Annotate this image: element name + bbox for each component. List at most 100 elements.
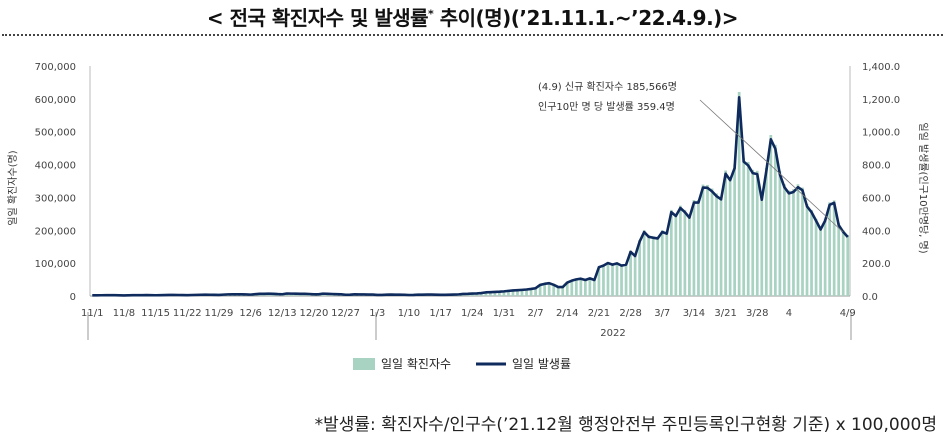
case-bar <box>796 184 800 296</box>
left-tick-label: 300,000 <box>35 193 76 204</box>
case-bar <box>588 277 592 296</box>
left-tick-label: 400,000 <box>35 161 76 172</box>
case-bar <box>746 161 750 296</box>
x-tick-label: 2/7 <box>528 308 544 319</box>
case-bar <box>561 286 565 296</box>
case-bar <box>552 284 556 296</box>
case-bar <box>547 282 551 296</box>
x-tick-label: 4 <box>786 308 792 319</box>
case-bar <box>819 227 822 296</box>
case-bar <box>769 135 773 296</box>
right-tick-label: 800.0 <box>862 161 891 172</box>
case-bar <box>787 190 791 296</box>
peak-annotation: (4.9) 신규 확진자수 185,566명 인구10만 명 당 발생률 359… <box>538 81 844 233</box>
x-tick-label: 3/7 <box>654 308 670 319</box>
case-bar <box>570 280 574 296</box>
case-bar <box>593 279 596 296</box>
case-bar <box>760 197 764 296</box>
x-tick-label: 1/10 <box>398 308 420 319</box>
case-bar <box>846 235 850 296</box>
x-tick-label: 11/1 <box>81 308 103 319</box>
case-bar <box>534 288 537 296</box>
case-bar <box>832 200 836 296</box>
left-tick-label: 200,000 <box>35 226 76 237</box>
x-tick-label: 12/6 <box>239 308 261 319</box>
case-bar <box>701 184 705 296</box>
x-tick-label: 3/21 <box>714 308 736 319</box>
case-bar <box>660 230 664 296</box>
left-tick-label: 700,000 <box>35 62 76 73</box>
case-bar <box>665 231 669 296</box>
case-bar <box>823 218 827 296</box>
case-bar <box>511 290 515 296</box>
x-tick-label: 3/14 <box>683 308 705 319</box>
case-bar <box>493 291 497 296</box>
x-tick-label: 1/17 <box>429 308 451 319</box>
right-tick-label: 0.0 <box>862 292 878 303</box>
case-bar <box>502 291 506 296</box>
chart-title-period: 추이(명)(’21.11.1.~’22.4.9.)> <box>433 6 739 30</box>
footnote: *발생률: 확진자수/인구수(’21.12월 행정안전부 주민등록인구현황 기준… <box>314 415 937 435</box>
case-bar <box>841 230 845 296</box>
case-bar <box>602 264 605 296</box>
case-bar <box>489 292 492 296</box>
case-bar <box>556 286 560 296</box>
x-tick-label: 12/27 <box>331 308 360 319</box>
case-bar <box>719 196 723 296</box>
annotation-leader-line <box>699 99 844 233</box>
case-bar <box>674 213 678 296</box>
case-bar <box>778 171 782 296</box>
case-bar <box>837 223 841 296</box>
title-footnote-mark: * <box>428 7 434 21</box>
case-bar <box>792 189 795 296</box>
case-bar <box>688 215 691 296</box>
right-tick-label: 1,200.0 <box>862 95 900 106</box>
chart-title-main: < 전국 확진자수 및 발생률 <box>206 6 429 30</box>
x-group-label: 2022 <box>600 328 625 339</box>
legend-bar-label: 일일 확진자수 <box>381 357 451 371</box>
case-bar <box>774 144 777 296</box>
case-bar <box>724 170 727 296</box>
x-tick-label: 2/14 <box>556 308 578 319</box>
case-bar <box>755 170 759 296</box>
left-tick-label: 500,000 <box>35 128 76 139</box>
axes-layer <box>87 66 852 340</box>
bar-series-daily-cases <box>90 91 850 296</box>
case-bar <box>706 184 709 296</box>
case-bar <box>683 209 687 296</box>
case-bar <box>647 235 651 296</box>
case-bar <box>669 209 673 296</box>
annotation-line-2: 인구10만 명 당 발생률 359.4명 <box>538 101 675 113</box>
case-bar <box>543 283 546 296</box>
right-tick-label: 600.0 <box>862 193 891 204</box>
case-bar <box>801 187 804 296</box>
case-bar <box>597 266 601 296</box>
case-bar <box>828 202 831 296</box>
case-bar <box>525 289 528 296</box>
x-tick-label: 1/3 <box>369 308 385 319</box>
line-series-daily-rate <box>92 95 849 297</box>
case-bar <box>737 91 741 296</box>
left-axis-title: 일일 확진자수(명) <box>7 150 19 225</box>
case-bar <box>479 292 483 296</box>
right-tick-label: 1,400.0 <box>862 62 900 73</box>
x-tick-label: 11/8 <box>113 308 135 319</box>
case-bar <box>697 200 700 296</box>
chart-title: < 전국 확진자수 및 발생률* 추이(명)(’21.11.1.~’22.4.9… <box>0 2 945 31</box>
case-bar <box>656 236 660 296</box>
case-bar <box>611 263 614 296</box>
case-bar <box>728 177 732 296</box>
case-bar <box>615 262 619 296</box>
case-bar <box>814 218 818 296</box>
case-bar <box>579 278 583 296</box>
case-bar <box>606 262 610 296</box>
case-bar <box>679 205 682 296</box>
case-bar <box>805 204 809 296</box>
rate-line <box>92 95 849 297</box>
title-divider <box>2 34 943 36</box>
case-bar <box>620 264 623 296</box>
case-bar <box>624 263 628 296</box>
case-bar <box>529 288 533 296</box>
x-tick-label: 4/9 <box>840 308 856 319</box>
case-bar <box>516 289 519 296</box>
